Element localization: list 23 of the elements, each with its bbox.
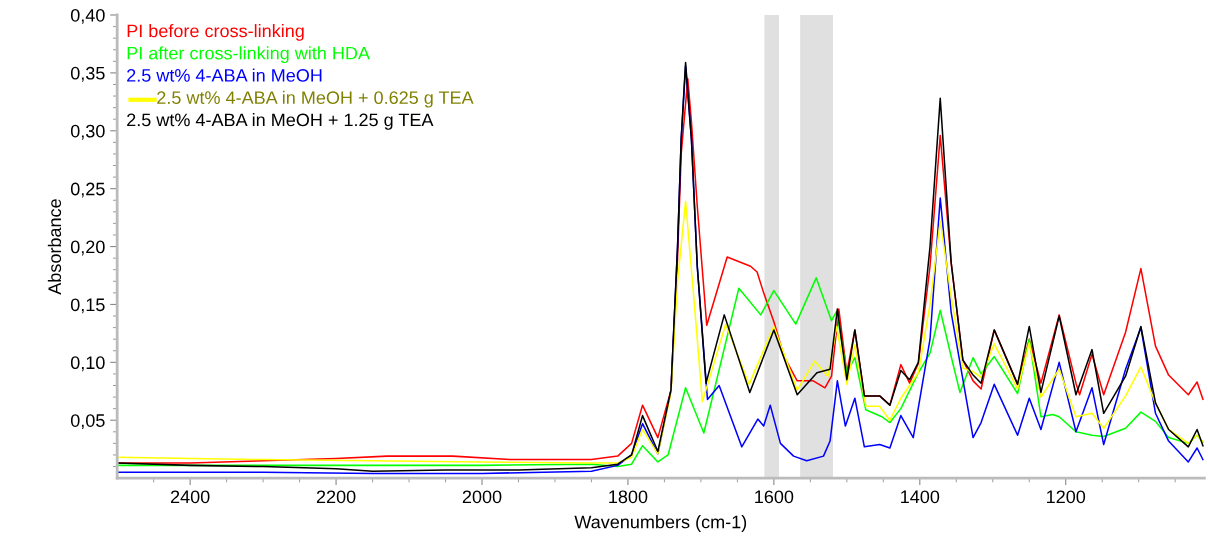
text: PI after cross-linking with HDA: [127, 46, 370, 64]
x-axis-title: Wavenumbers (cm-1): [574, 515, 747, 532]
line-series: [117, 200, 1204, 464]
x-tick-label: 1200: [1047, 490, 1086, 504]
y-tick-label: 0,30: [70, 124, 105, 140]
legend-label: 2.5 wt% 4-ABA in MeOH + 0.625 g TEA: [157, 90, 474, 108]
x-tick-label: 1400: [901, 490, 940, 504]
y-tick-label: 0,35: [70, 66, 105, 82]
y-tick-label: 0,40: [70, 8, 105, 24]
y-tick-label: 0,15: [70, 298, 105, 314]
y-tick-label: 0,05: [70, 414, 105, 430]
y-tick-label: 0,25: [70, 182, 105, 198]
x-tick-label: 2200: [316, 490, 356, 504]
x-tick-label: 1800: [609, 490, 648, 504]
text: 2.5 wt% 4-ABA in MeOH + 1.25 g TEA: [127, 113, 434, 130]
y-tick-label: 0,20: [70, 240, 105, 256]
x-tick-label: 2000: [462, 490, 502, 504]
y-axis-title: Absorbance: [47, 199, 62, 295]
x-tick-label: 1600: [755, 490, 794, 504]
text: 2.5 wt% 4-ABA in MeOH: [127, 68, 322, 82]
x-tick-label: 2400: [170, 490, 210, 504]
text: PI before cross-linking: [127, 24, 304, 41]
y-tick-label: 0,10: [70, 356, 105, 372]
